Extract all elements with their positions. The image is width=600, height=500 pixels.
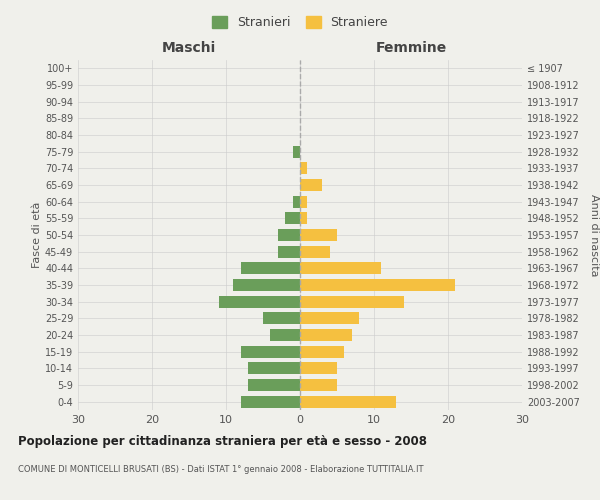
Legend: Stranieri, Straniere: Stranieri, Straniere (207, 11, 393, 34)
Text: Maschi: Maschi (162, 41, 216, 55)
Y-axis label: Fasce di età: Fasce di età (32, 202, 42, 268)
Bar (241, 346, 300, 358)
Bar (263, 312, 300, 324)
Bar (248, 379, 300, 391)
Bar (300, 279, 455, 291)
Bar (241, 262, 300, 274)
Bar (300, 296, 404, 308)
Bar (271, 329, 300, 341)
Bar (300, 262, 382, 274)
Bar (285, 212, 300, 224)
Bar (293, 146, 300, 158)
Y-axis label: Anni di nascita: Anni di nascita (589, 194, 599, 276)
Bar (233, 279, 300, 291)
Bar (300, 312, 359, 324)
Bar (300, 379, 337, 391)
Bar (300, 212, 307, 224)
Bar (300, 179, 322, 191)
Bar (278, 246, 300, 258)
Bar (278, 229, 300, 241)
Bar (248, 362, 300, 374)
Bar (300, 329, 352, 341)
Bar (300, 346, 344, 358)
Text: COMUNE DI MONTICELLI BRUSATI (BS) - Dati ISTAT 1° gennaio 2008 - Elaborazione TU: COMUNE DI MONTICELLI BRUSATI (BS) - Dati… (18, 465, 424, 474)
Bar (218, 296, 300, 308)
Bar (300, 229, 337, 241)
Bar (300, 246, 329, 258)
Text: Popolazione per cittadinanza straniera per età e sesso - 2008: Popolazione per cittadinanza straniera p… (18, 435, 427, 448)
Bar (241, 396, 300, 407)
Text: Femmine: Femmine (376, 41, 446, 55)
Bar (293, 196, 300, 207)
Bar (300, 162, 307, 174)
Bar (300, 196, 307, 207)
Bar (300, 396, 396, 407)
Bar (300, 362, 337, 374)
